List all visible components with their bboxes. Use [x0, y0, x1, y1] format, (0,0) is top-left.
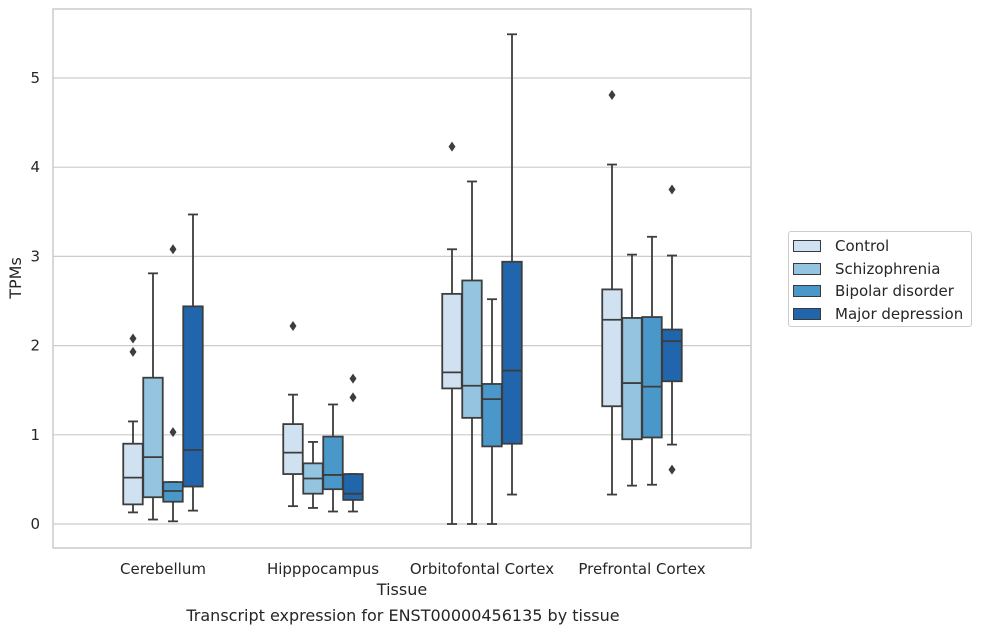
outlier-point [668, 464, 676, 475]
x-tick-label: Hipppocampus [267, 560, 379, 578]
y-tick-label: 3 [30, 247, 40, 265]
boxes [122, 33, 683, 525]
box-1-3 [342, 373, 364, 513]
y-tick-label: 2 [30, 337, 40, 355]
box-2-2 [481, 298, 503, 525]
iqr-box [621, 317, 643, 441]
iqr-box [122, 442, 144, 506]
iqr-box [641, 316, 663, 439]
legend-label: Bipolar disorder [835, 282, 954, 300]
legend-label: Control [835, 237, 890, 255]
y-axis-label: TPMs [6, 257, 25, 300]
legend-item: Major depression [793, 304, 963, 324]
box-3-0 [601, 89, 623, 496]
legend-label: Schizophrenia [835, 259, 941, 278]
box-2-0 [441, 141, 463, 525]
iqr-box [322, 435, 344, 491]
outlier-point [169, 427, 177, 438]
y-tick-label: 4 [30, 158, 40, 176]
iqr-box [342, 473, 364, 501]
outlier-point [349, 373, 357, 384]
box-0-2 [162, 244, 184, 523]
outlier-point [289, 320, 297, 331]
box-2-3 [501, 33, 523, 496]
outlier-point [129, 333, 137, 344]
box-3-3 [661, 184, 683, 475]
legend-label: Major depression [835, 304, 964, 323]
outlier-point [129, 346, 137, 357]
iqr-box [282, 423, 304, 475]
iqr-box [461, 279, 483, 419]
legend-swatch [793, 240, 821, 252]
y-axis-ticks: 0 1 2 3 4 5 [30, 69, 40, 533]
chart-caption: Transcript expression for ENST0000045613… [186, 606, 620, 625]
iqr-box [601, 288, 623, 408]
legend-swatch [793, 285, 821, 297]
iqr-box [441, 292, 463, 390]
iqr-box [182, 305, 204, 488]
box-2-1 [461, 180, 483, 525]
legend-swatch [793, 262, 821, 275]
outlier-point [169, 244, 177, 255]
iqr-box [481, 383, 503, 448]
box-1-2 [322, 403, 344, 513]
y-tick-label: 5 [30, 69, 40, 87]
legend-item: Control [793, 236, 889, 256]
outlier-point [608, 89, 616, 100]
x-axis-ticks: Cerebellum Hipppocampus Orbitofontal Corte… [120, 560, 706, 578]
box-1-0 [282, 320, 304, 508]
box-0-1 [142, 272, 164, 521]
plot-area [52, 8, 752, 549]
x-tick-label: Cerebellum [120, 560, 206, 578]
x-tick-label: Orbitofontal Cortex [410, 560, 554, 578]
box-0-3 [182, 213, 204, 512]
iqr-box [142, 376, 164, 499]
x-tick-label: Prefrontal Cortex [578, 560, 705, 578]
outlier-point [448, 141, 456, 152]
legend-swatch [793, 307, 821, 320]
legend: Control Schizophrenia Bipolar disorder Majo… [788, 231, 972, 327]
x-axis-label: Tissue [376, 580, 427, 599]
iqr-box [661, 328, 683, 383]
legend-item: Schizophrenia [793, 259, 940, 279]
iqr-box [501, 260, 523, 445]
legend-item: Bipolar disorder [793, 281, 954, 301]
box-0-0 [122, 333, 144, 514]
y-tick-label: 0 [30, 515, 40, 533]
outlier-point [349, 392, 357, 403]
outlier-point [668, 184, 676, 195]
y-tick-label: 1 [30, 426, 40, 444]
